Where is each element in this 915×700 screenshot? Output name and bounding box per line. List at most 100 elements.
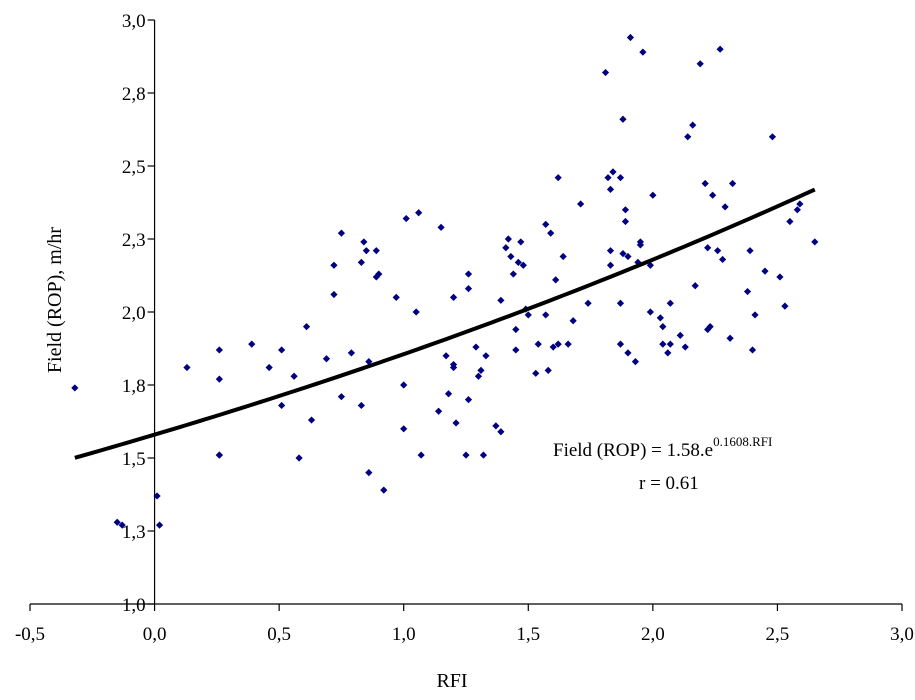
x-tick-label: 0,0 bbox=[143, 624, 167, 645]
data-point bbox=[347, 349, 355, 357]
data-point bbox=[472, 343, 480, 351]
data-point bbox=[701, 179, 709, 188]
data-point bbox=[477, 366, 485, 374]
data-point bbox=[691, 282, 699, 290]
data-point bbox=[512, 325, 520, 334]
x-tick-label: -0,5 bbox=[15, 624, 45, 645]
data-point bbox=[278, 401, 286, 410]
data-point bbox=[71, 384, 79, 392]
data-point bbox=[726, 334, 734, 342]
data-point bbox=[402, 214, 410, 223]
y-tick-label: 3,0 bbox=[122, 11, 146, 32]
data-point bbox=[357, 401, 365, 410]
data-point bbox=[646, 261, 654, 269]
data-point bbox=[554, 174, 562, 182]
data-point bbox=[360, 238, 368, 246]
data-point bbox=[215, 451, 223, 459]
data-point bbox=[509, 270, 517, 278]
data-point bbox=[534, 340, 542, 348]
x-tick-label: 1,5 bbox=[516, 624, 540, 645]
x-axis-title: RFI bbox=[436, 670, 467, 692]
data-point bbox=[507, 252, 515, 261]
data-point bbox=[337, 393, 346, 401]
data-point bbox=[636, 238, 644, 246]
data-point bbox=[542, 311, 550, 319]
data-point bbox=[786, 217, 794, 226]
data-point bbox=[621, 206, 630, 214]
data-point bbox=[743, 287, 752, 296]
data-point bbox=[452, 419, 460, 427]
data-point bbox=[624, 349, 632, 357]
data-point bbox=[265, 363, 273, 372]
x-tick-label: 2,0 bbox=[641, 624, 665, 645]
data-point bbox=[706, 323, 714, 331]
data-point bbox=[751, 311, 759, 319]
data-point bbox=[444, 390, 453, 398]
data-point bbox=[681, 343, 689, 351]
data-point bbox=[307, 416, 316, 424]
data-point bbox=[689, 121, 697, 129]
data-point bbox=[666, 299, 674, 307]
equation-annotation: Field (ROP) = 1.58.e0.1608.RFI bbox=[553, 434, 772, 461]
x-axis: -0,5 0,0 0,5 1,0 1,5 2,0 2,5 3,0 bbox=[15, 603, 914, 645]
data-point bbox=[524, 311, 532, 319]
data-point bbox=[215, 346, 223, 354]
data-point bbox=[728, 179, 737, 188]
data-point bbox=[684, 133, 692, 141]
data-point bbox=[709, 191, 717, 199]
data-point bbox=[626, 33, 635, 42]
data-point bbox=[497, 428, 505, 436]
data-point bbox=[449, 360, 458, 369]
data-point bbox=[517, 238, 525, 246]
data-point bbox=[492, 422, 500, 430]
x-tick-label: 1,0 bbox=[392, 624, 416, 645]
y-axis-title: Field (ROP), m/hr bbox=[44, 227, 66, 373]
data-point bbox=[761, 267, 769, 275]
y-tick-label: 2,0 bbox=[122, 303, 146, 324]
data-point bbox=[793, 206, 801, 214]
equation-exponent: 0.1608.RFI bbox=[713, 434, 772, 449]
data-point bbox=[437, 223, 445, 231]
y-tick-label: 1,8 bbox=[122, 376, 146, 397]
data-point bbox=[768, 133, 777, 141]
data-point bbox=[616, 299, 625, 307]
y-tick-label: 1,5 bbox=[122, 449, 146, 470]
data-point bbox=[659, 340, 667, 348]
data-point bbox=[564, 340, 572, 348]
data-point bbox=[375, 270, 383, 278]
data-point bbox=[183, 363, 191, 372]
data-point bbox=[417, 451, 425, 459]
data-point bbox=[362, 247, 370, 255]
data-point bbox=[502, 244, 510, 252]
data-point bbox=[464, 270, 473, 278]
data-point bbox=[606, 261, 615, 269]
data-point bbox=[569, 317, 577, 325]
data-point bbox=[290, 372, 298, 380]
data-point bbox=[153, 492, 161, 500]
data-point bbox=[302, 323, 311, 331]
data-point bbox=[659, 323, 667, 331]
data-point bbox=[278, 346, 286, 354]
data-point bbox=[584, 299, 592, 307]
data-point bbox=[330, 290, 338, 299]
x-tick-label: 2,5 bbox=[766, 624, 790, 645]
data-point bbox=[624, 252, 632, 261]
y-tick-label: 2,5 bbox=[122, 157, 146, 178]
data-point bbox=[118, 521, 126, 529]
x-tick-label: 3,0 bbox=[890, 624, 914, 645]
data-point bbox=[609, 168, 617, 176]
data-point bbox=[631, 358, 640, 366]
data-point bbox=[514, 258, 522, 266]
data-point bbox=[748, 346, 757, 354]
data-point bbox=[434, 407, 443, 415]
data-point bbox=[714, 247, 722, 255]
data-point bbox=[547, 229, 555, 237]
data-point bbox=[155, 521, 164, 529]
data-point bbox=[357, 258, 365, 266]
data-point bbox=[365, 358, 373, 366]
data-point bbox=[616, 174, 625, 182]
data-point bbox=[519, 261, 527, 269]
data-point bbox=[479, 451, 488, 459]
data-point bbox=[604, 174, 612, 182]
